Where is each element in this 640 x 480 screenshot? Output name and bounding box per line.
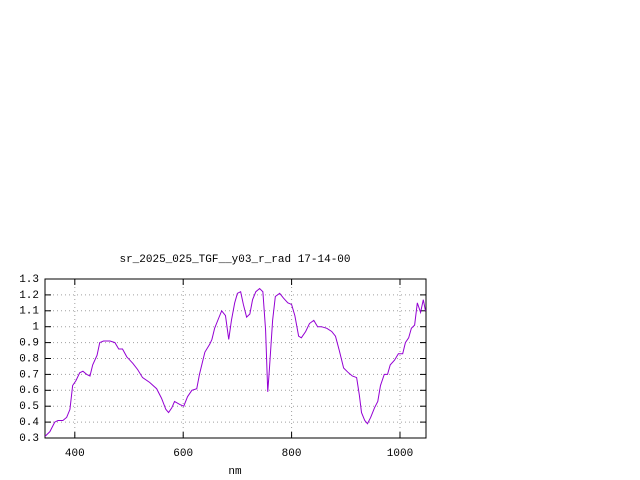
x-axis-label: nm (228, 466, 242, 478)
data-line (44, 287, 426, 437)
x-tick-label: 1000 (387, 448, 413, 460)
y-tick-label: 0.4 (19, 417, 39, 429)
y-tick-label: 0.9 (19, 338, 39, 350)
y-tick-label: 0.5 (19, 401, 39, 413)
x-tick-label: 400 (65, 448, 85, 460)
x-tick-label: 800 (282, 448, 302, 460)
chart-title: sr_2025_025_TGF__y03_r_rad 17-14-00 (119, 254, 350, 266)
y-tick-label: 1.1 (19, 306, 39, 318)
y-tick-label: 0.3 (19, 433, 39, 445)
x-tick-label: 600 (173, 448, 193, 460)
y-tick-label: 1.3 (19, 274, 39, 286)
y-tick-label: 0.7 (19, 369, 39, 381)
y-tick-label: 0.6 (19, 385, 39, 397)
plot-frame (44, 278, 427, 439)
y-tick-label: 1 (32, 322, 39, 334)
y-tick-label: 0.8 (19, 353, 39, 365)
y-tick-label: 1.2 (19, 290, 39, 302)
